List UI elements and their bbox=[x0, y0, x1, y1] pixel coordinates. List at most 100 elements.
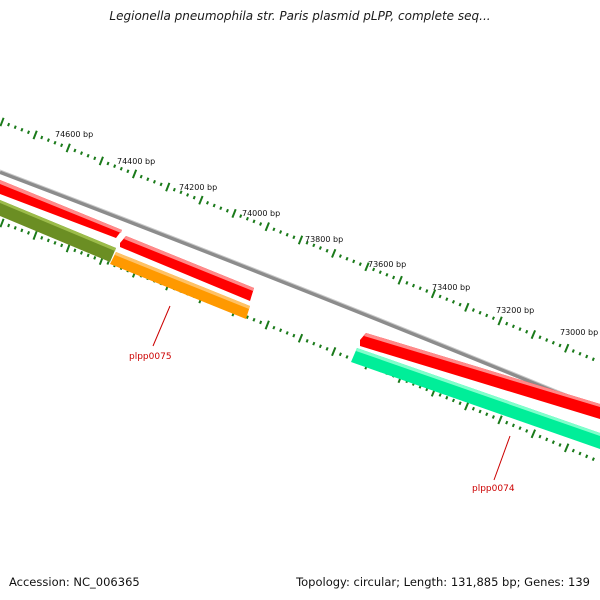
accession-text: Accession: NC_006365 bbox=[9, 575, 140, 589]
minor-tick bbox=[411, 283, 416, 288]
minor-tick bbox=[292, 235, 296, 240]
minor-tick bbox=[60, 143, 64, 148]
minor-tick bbox=[40, 135, 44, 140]
minor-tick bbox=[312, 243, 316, 248]
minor-tick bbox=[106, 161, 110, 166]
minor-tick bbox=[558, 443, 562, 447]
forward-gene-arrow[interactable] bbox=[120, 236, 254, 301]
minor-tick bbox=[471, 308, 475, 312]
minor-tick bbox=[551, 340, 555, 345]
minor-tick bbox=[225, 208, 229, 213]
minor-tick bbox=[305, 240, 309, 245]
minor-tick bbox=[451, 299, 456, 304]
minor-tick bbox=[13, 226, 17, 230]
minor-tick bbox=[26, 130, 31, 135]
major-tick bbox=[563, 443, 570, 453]
minor-tick bbox=[272, 325, 276, 330]
minor-tick bbox=[239, 214, 243, 218]
major-tick bbox=[497, 415, 503, 425]
map-title: Legionella pneumophila str. Paris plasmi… bbox=[109, 9, 491, 23]
minor-tick bbox=[86, 153, 90, 158]
forward-gene-arrow[interactable] bbox=[360, 333, 600, 419]
gene-label-plpp0075[interactable]: plpp0075 bbox=[129, 352, 172, 362]
minor-tick bbox=[20, 228, 24, 233]
minor-tick bbox=[585, 354, 589, 359]
minor-tick bbox=[352, 259, 356, 264]
major-tick bbox=[65, 243, 71, 253]
minor-tick bbox=[245, 216, 249, 221]
ruler-label: 73200 bp bbox=[496, 306, 534, 315]
reverse-gene-arrow[interactable] bbox=[351, 348, 600, 449]
minor-tick bbox=[585, 454, 589, 459]
reverse-gene-arrow[interactable] bbox=[0, 200, 116, 262]
minor-tick bbox=[545, 437, 549, 442]
minor-tick bbox=[451, 398, 456, 403]
minor-tick bbox=[478, 310, 482, 315]
minor-tick bbox=[60, 243, 64, 248]
minor-tick bbox=[358, 262, 362, 266]
minor-tick bbox=[305, 339, 309, 343]
minor-tick bbox=[578, 351, 582, 356]
minor-tick bbox=[292, 333, 296, 338]
minor-tick bbox=[86, 253, 90, 258]
minor-tick bbox=[93, 156, 97, 161]
minor-tick bbox=[312, 341, 316, 346]
minor-tick bbox=[558, 343, 562, 348]
gene-label-leader bbox=[152, 305, 171, 347]
minor-tick bbox=[119, 166, 123, 171]
minor-tick bbox=[485, 412, 489, 417]
minor-tick bbox=[7, 122, 11, 127]
minor-tick bbox=[285, 331, 289, 335]
major-tick bbox=[0, 218, 5, 228]
ruler-label: 74000 bp bbox=[242, 209, 280, 218]
minor-tick bbox=[40, 236, 44, 240]
major-tick bbox=[131, 169, 138, 179]
major-tick bbox=[464, 401, 470, 411]
reverse-gene-arrow[interactable] bbox=[110, 252, 250, 319]
minor-tick bbox=[338, 352, 342, 357]
minor-tick bbox=[259, 222, 263, 226]
minor-tick bbox=[279, 230, 283, 234]
minor-tick bbox=[385, 273, 389, 277]
topology-summary: Topology: circular; Length: 131,885 bp; … bbox=[296, 575, 590, 589]
major-tick bbox=[231, 208, 237, 218]
major-tick bbox=[331, 248, 337, 258]
minor-tick bbox=[518, 426, 522, 431]
major-tick bbox=[530, 429, 537, 439]
minor-tick bbox=[46, 138, 50, 142]
minor-tick bbox=[179, 190, 183, 195]
minor-tick bbox=[578, 451, 582, 456]
minor-tick bbox=[93, 256, 97, 260]
gene-label-plpp0074[interactable]: plpp0074 bbox=[472, 484, 515, 494]
minor-tick bbox=[186, 193, 190, 197]
minor-tick bbox=[445, 395, 449, 400]
minor-tick bbox=[139, 174, 143, 179]
minor-tick bbox=[485, 313, 489, 318]
minor-tick bbox=[438, 393, 442, 397]
minor-tick bbox=[152, 179, 156, 184]
minor-tick bbox=[505, 420, 509, 425]
minor-tick bbox=[511, 423, 515, 428]
major-tick bbox=[264, 320, 270, 330]
ruler-labels: 74600 bp 74400 bp 74200 bp 74000 bp 7380… bbox=[55, 130, 598, 337]
minor-tick bbox=[591, 457, 595, 462]
minor-tick bbox=[538, 434, 542, 439]
ruler-label: 73800 bp bbox=[305, 235, 343, 244]
major-tick bbox=[497, 316, 503, 326]
major-tick bbox=[331, 347, 337, 357]
minor-tick bbox=[338, 254, 342, 258]
major-tick bbox=[430, 289, 437, 299]
minor-tick bbox=[79, 251, 84, 255]
minor-tick bbox=[345, 355, 349, 359]
minor-tick bbox=[458, 401, 462, 406]
minor-tick bbox=[378, 270, 382, 274]
minor-tick bbox=[245, 315, 249, 319]
minor-tick bbox=[478, 409, 482, 414]
minor-tick bbox=[545, 338, 549, 342]
ruler-label: 73600 bp bbox=[368, 260, 406, 269]
minor-tick bbox=[279, 328, 283, 333]
minor-tick bbox=[126, 169, 130, 174]
major-tick bbox=[32, 130, 38, 140]
minor-tick bbox=[445, 297, 449, 301]
gene-label-leader bbox=[493, 435, 511, 481]
